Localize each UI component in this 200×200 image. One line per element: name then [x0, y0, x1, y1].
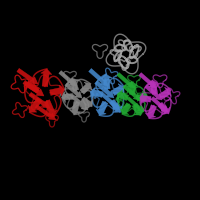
Polygon shape: [59, 71, 76, 86]
Polygon shape: [95, 81, 114, 98]
Polygon shape: [139, 73, 156, 88]
Polygon shape: [132, 103, 144, 115]
Polygon shape: [23, 80, 44, 96]
Polygon shape: [148, 80, 159, 94]
Polygon shape: [41, 69, 52, 87]
Polygon shape: [69, 101, 80, 114]
Polygon shape: [81, 97, 92, 109]
Polygon shape: [17, 68, 38, 84]
Polygon shape: [136, 91, 147, 102]
Polygon shape: [117, 73, 134, 88]
Polygon shape: [145, 85, 162, 100]
Polygon shape: [110, 99, 122, 112]
Polygon shape: [71, 95, 88, 110]
Polygon shape: [118, 90, 129, 101]
Polygon shape: [159, 87, 171, 99]
Polygon shape: [44, 100, 57, 116]
Polygon shape: [65, 83, 82, 98]
Polygon shape: [35, 105, 56, 120]
Polygon shape: [139, 93, 151, 104]
Polygon shape: [62, 91, 73, 103]
Polygon shape: [151, 97, 168, 112]
Polygon shape: [101, 93, 120, 110]
Polygon shape: [112, 84, 124, 95]
Polygon shape: [96, 101, 108, 115]
Polygon shape: [158, 102, 170, 115]
Polygon shape: [68, 78, 79, 91]
Polygon shape: [127, 97, 144, 112]
Polygon shape: [80, 82, 92, 94]
Polygon shape: [123, 85, 140, 100]
Polygon shape: [145, 105, 156, 118]
Polygon shape: [50, 85, 64, 96]
Polygon shape: [28, 98, 42, 112]
Polygon shape: [89, 69, 108, 86]
Polygon shape: [29, 92, 50, 108]
Polygon shape: [127, 82, 138, 95]
Polygon shape: [120, 103, 131, 114]
Polygon shape: [91, 87, 103, 98]
Polygon shape: [25, 80, 40, 93]
Polygon shape: [101, 74, 112, 89]
